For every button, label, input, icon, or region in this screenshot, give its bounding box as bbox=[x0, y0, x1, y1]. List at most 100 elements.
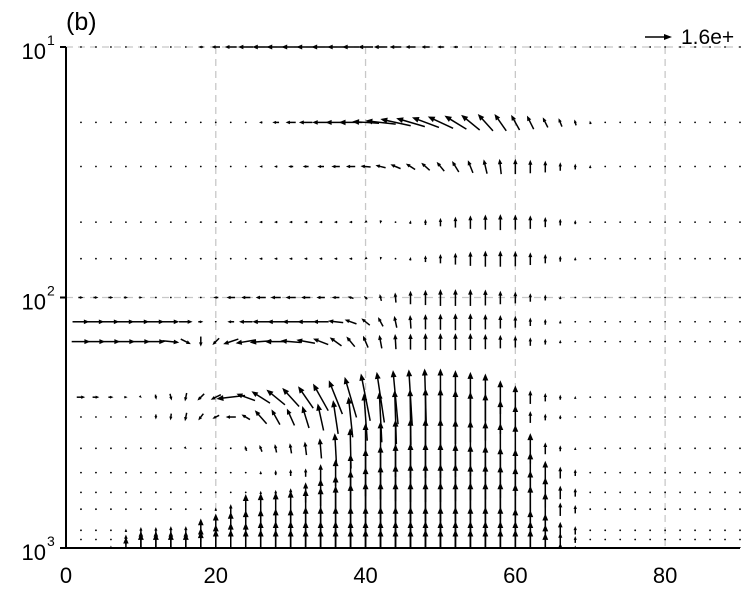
vector-arrow bbox=[497, 529, 504, 548]
vector-dot bbox=[110, 447, 112, 450]
vector-arrow bbox=[422, 529, 429, 548]
vector-head bbox=[333, 220, 338, 224]
vector-head bbox=[257, 493, 264, 501]
vector-dot bbox=[229, 165, 232, 168]
vector-dot bbox=[634, 165, 637, 168]
vector-arrow bbox=[573, 469, 577, 476]
vector-dot bbox=[154, 121, 157, 124]
vector-arrow bbox=[512, 529, 519, 548]
vector-arrow bbox=[361, 318, 371, 326]
vector-head bbox=[271, 409, 277, 416]
vector-head bbox=[379, 256, 383, 260]
vector-arrow bbox=[497, 158, 503, 175]
vector-head bbox=[393, 292, 398, 297]
vector-arrow bbox=[573, 536, 577, 543]
vector-head bbox=[573, 504, 577, 509]
vector-dot bbox=[679, 538, 681, 541]
vector-head bbox=[482, 159, 487, 165]
vector-dot bbox=[619, 320, 622, 323]
vector-head bbox=[527, 510, 534, 518]
vector-arrow bbox=[528, 252, 533, 266]
vector-dot bbox=[709, 529, 711, 532]
vector-head bbox=[347, 483, 354, 491]
vector-dot bbox=[649, 538, 652, 541]
vector-head bbox=[390, 370, 397, 378]
vector-dot bbox=[169, 447, 172, 450]
vector-dot bbox=[739, 508, 741, 511]
vector-head bbox=[169, 416, 173, 421]
vector-arrow bbox=[423, 314, 428, 330]
vector-shaft bbox=[438, 164, 445, 172]
vector-head bbox=[348, 220, 352, 224]
vector-head bbox=[542, 492, 549, 500]
vector-head bbox=[285, 120, 290, 125]
vector-head bbox=[227, 529, 234, 537]
vector-arrow bbox=[378, 317, 384, 327]
vector-head bbox=[197, 396, 202, 401]
vector-head bbox=[359, 373, 366, 381]
vector-head bbox=[169, 396, 173, 401]
vector-dot bbox=[664, 121, 667, 124]
vector-head bbox=[197, 531, 204, 539]
x-tick-labels: 0 20 40 60 80 bbox=[60, 563, 677, 588]
vector-head bbox=[391, 390, 398, 398]
vector-head bbox=[288, 220, 293, 224]
vector-head bbox=[313, 338, 319, 343]
vector-arrow bbox=[87, 319, 105, 325]
vector-arrow bbox=[543, 442, 548, 455]
vector-head bbox=[224, 45, 230, 49]
vector-head bbox=[338, 119, 346, 126]
vector-head bbox=[297, 319, 303, 325]
vector-dot bbox=[739, 491, 741, 494]
vector-dot bbox=[559, 46, 562, 48]
vector-head bbox=[482, 464, 489, 472]
vector-head bbox=[423, 289, 428, 296]
vector-dot bbox=[739, 529, 741, 532]
vector-shaft bbox=[304, 445, 308, 456]
vector-dot bbox=[95, 121, 97, 124]
vector-arrow bbox=[558, 295, 562, 300]
vector-arrow bbox=[423, 333, 428, 351]
vector-head bbox=[467, 529, 474, 537]
vector-head bbox=[227, 522, 234, 530]
vector-dot bbox=[679, 416, 681, 418]
vector-head bbox=[95, 296, 99, 299]
vector-arrow bbox=[313, 383, 329, 412]
vector-arrow bbox=[225, 415, 236, 419]
vector-arrow bbox=[303, 468, 308, 477]
vector-dot bbox=[679, 508, 681, 511]
vector-shaft bbox=[392, 376, 399, 425]
vector-head bbox=[362, 529, 369, 537]
vector-head bbox=[513, 315, 518, 321]
vector-dot bbox=[664, 538, 667, 541]
vector-arrow bbox=[333, 257, 338, 261]
vector-head bbox=[286, 408, 292, 415]
vector-head bbox=[210, 395, 216, 400]
vector-head bbox=[558, 414, 562, 419]
vector-head bbox=[453, 252, 458, 258]
vector-arrow bbox=[542, 532, 549, 548]
vector-dot bbox=[634, 491, 637, 494]
vector-shaft bbox=[240, 339, 256, 344]
vector-dot bbox=[709, 296, 711, 299]
vector-dot bbox=[709, 320, 711, 323]
vector-head bbox=[392, 464, 399, 472]
vector-head bbox=[422, 506, 429, 514]
vector-head bbox=[468, 215, 473, 221]
vector-shaft bbox=[301, 340, 316, 345]
vector-head bbox=[251, 391, 259, 398]
vector-arrow bbox=[236, 393, 256, 402]
vector-head bbox=[317, 438, 323, 445]
vector-head bbox=[347, 520, 354, 528]
vector-head bbox=[173, 319, 180, 325]
vector-dot bbox=[739, 221, 741, 223]
vector-head bbox=[362, 520, 369, 528]
vector-arrow bbox=[102, 319, 120, 325]
vector-dot bbox=[649, 320, 652, 323]
vector-head bbox=[267, 319, 273, 325]
vector-arrow bbox=[452, 45, 458, 49]
vector-dot bbox=[604, 257, 607, 260]
vector-dot bbox=[574, 416, 577, 418]
vector-head bbox=[317, 529, 324, 537]
vector-dot bbox=[80, 471, 82, 474]
